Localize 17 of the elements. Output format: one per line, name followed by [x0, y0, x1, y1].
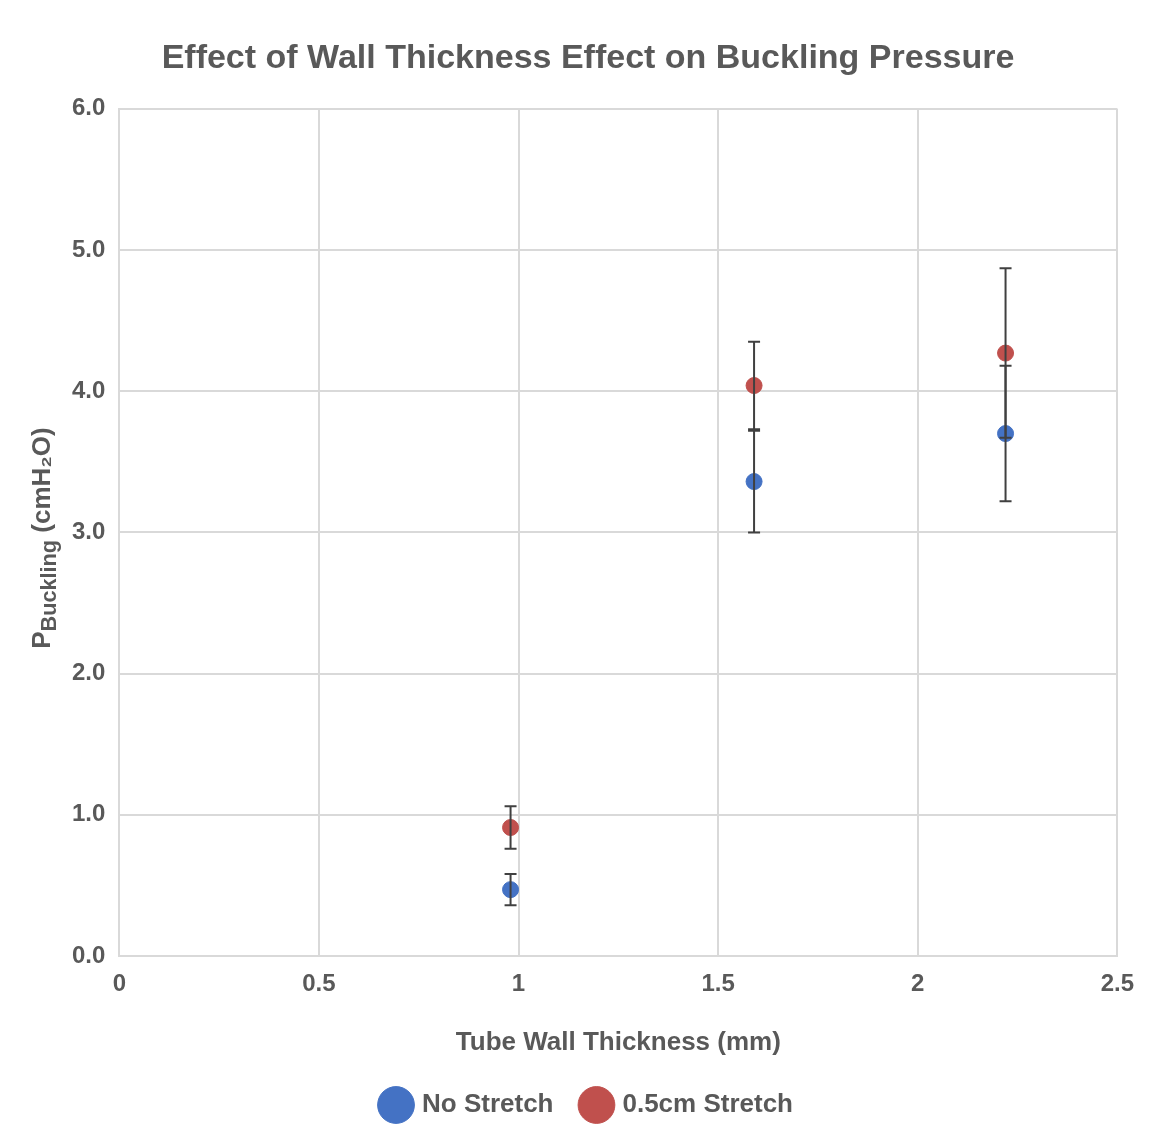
x-tick-label: 1 — [511, 969, 526, 997]
y-tick-label: 5.0 — [71, 234, 106, 262]
x-tick-label: 2 — [911, 969, 925, 997]
x-tick-label: 0.5 — [302, 969, 336, 997]
x-tick-label: 0 — [112, 969, 127, 997]
legend-label: 0.5cm Stretch — [622, 1088, 793, 1119]
legend-label: No Stretch — [422, 1088, 554, 1119]
y-tick-label: 2.0 — [71, 658, 106, 686]
y-tick-label: 1.0 — [71, 799, 106, 827]
y-tick-label: 3.0 — [71, 517, 106, 545]
y-tick-label: 4.0 — [71, 375, 106, 403]
x-tick-label: 1.5 — [701, 969, 735, 997]
chart-title: Effect of Wall Thickness Effect on Buckling Pressure — [161, 36, 1015, 75]
x-tick-label: 2.5 — [1100, 969, 1135, 997]
y-tick-label: 6.0 — [71, 93, 106, 121]
x-axis-title: Tube Wall Thickness (mm) — [455, 1025, 781, 1056]
y-tick-label: 0.0 — [71, 940, 106, 968]
